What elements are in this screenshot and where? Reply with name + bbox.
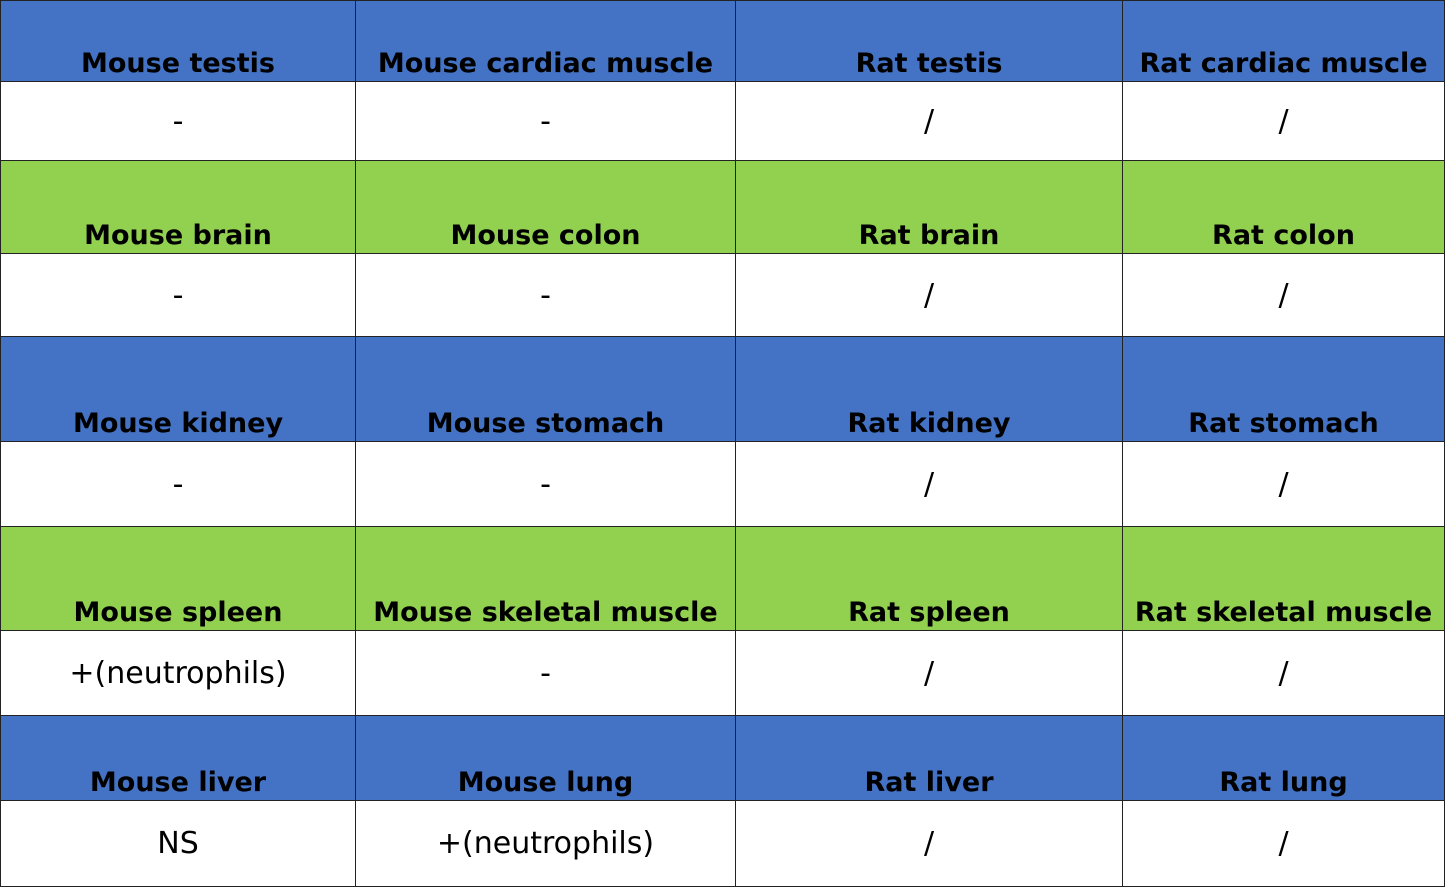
value-cell: - bbox=[0, 82, 356, 161]
header-cell: Mouse liver bbox=[0, 716, 356, 801]
header-cell: Mouse stomach bbox=[356, 337, 736, 442]
value-cell: - bbox=[356, 631, 736, 716]
header-cell: Mouse testis bbox=[0, 0, 356, 82]
value-cell: - bbox=[0, 442, 356, 527]
header-cell: Rat testis bbox=[736, 0, 1123, 82]
value-cell: / bbox=[736, 801, 1123, 887]
header-cell: Rat brain bbox=[736, 161, 1123, 254]
header-cell: Rat colon bbox=[1123, 161, 1445, 254]
header-cell: Mouse lung bbox=[356, 716, 736, 801]
header-cell: Mouse colon bbox=[356, 161, 736, 254]
header-cell: Rat cardiac muscle bbox=[1123, 0, 1445, 82]
header-cell: Rat kidney bbox=[736, 337, 1123, 442]
value-cell: / bbox=[1123, 631, 1445, 716]
value-cell: - bbox=[0, 254, 356, 337]
value-cell: / bbox=[736, 254, 1123, 337]
value-cell: / bbox=[1123, 442, 1445, 527]
header-cell: Rat lung bbox=[1123, 716, 1445, 801]
value-cell: - bbox=[356, 442, 736, 527]
header-cell: Mouse spleen bbox=[0, 527, 356, 631]
header-cell: Mouse skeletal muscle bbox=[356, 527, 736, 631]
value-cell: / bbox=[736, 82, 1123, 161]
header-cell: Mouse cardiac muscle bbox=[356, 0, 736, 82]
value-cell: / bbox=[1123, 254, 1445, 337]
value-cell: NS bbox=[0, 801, 356, 887]
value-cell: - bbox=[356, 254, 736, 337]
header-cell: Rat liver bbox=[736, 716, 1123, 801]
value-cell: / bbox=[736, 631, 1123, 716]
value-cell: / bbox=[736, 442, 1123, 527]
header-cell: Mouse brain bbox=[0, 161, 356, 254]
value-cell: +(neutrophils) bbox=[356, 801, 736, 887]
value-cell: / bbox=[1123, 82, 1445, 161]
header-cell: Mouse kidney bbox=[0, 337, 356, 442]
value-cell: / bbox=[1123, 801, 1445, 887]
value-cell: +(neutrophils) bbox=[0, 631, 356, 716]
header-cell: Rat spleen bbox=[736, 527, 1123, 631]
header-cell: Rat skeletal muscle bbox=[1123, 527, 1445, 631]
header-cell: Rat stomach bbox=[1123, 337, 1445, 442]
value-cell: - bbox=[356, 82, 736, 161]
